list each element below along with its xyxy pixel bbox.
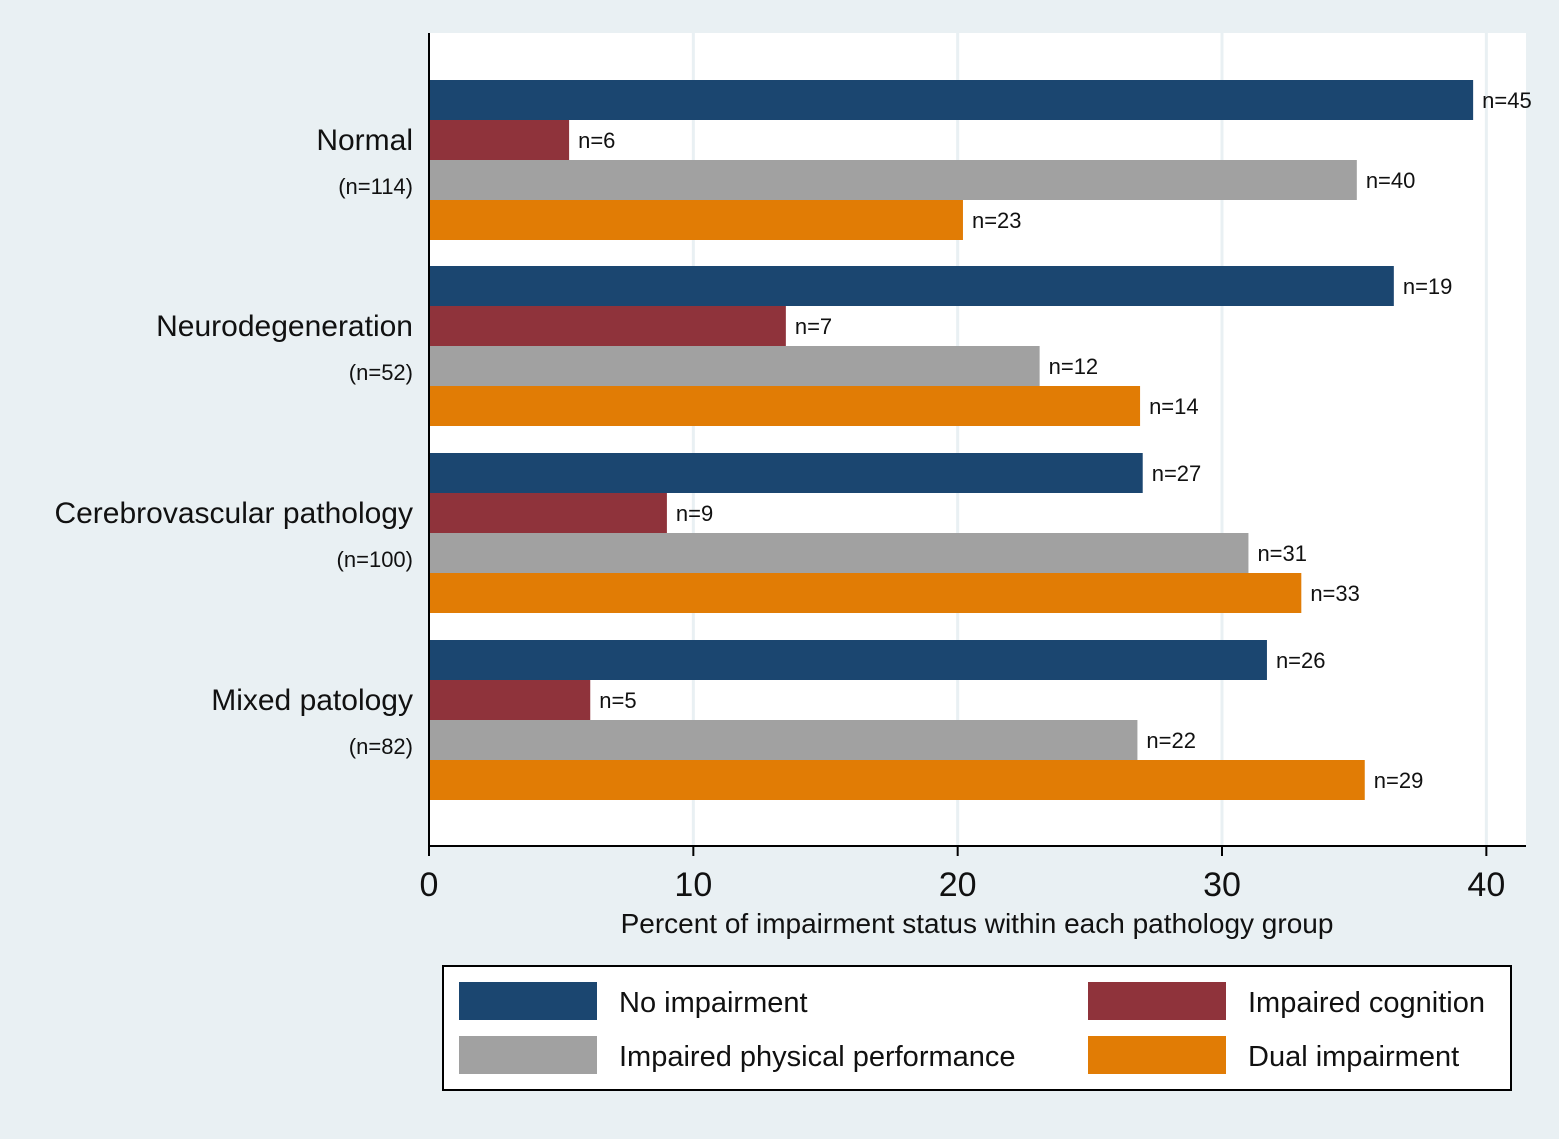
legend-swatch-2 xyxy=(459,1036,597,1074)
legend-swatch-3 xyxy=(1088,1036,1226,1074)
bar-1-0 xyxy=(429,266,1394,306)
legend-swatch-1 xyxy=(1088,982,1226,1020)
bars xyxy=(429,80,1474,800)
group-labels: Normal (n=114) Neurodegeneration (n=52) Cere… xyxy=(54,124,413,759)
bar-1-1 xyxy=(429,306,786,346)
bar-label-1-0: n=19 xyxy=(1403,274,1453,299)
bar-label-0-3: n=23 xyxy=(972,208,1022,233)
bar-label-2-3: n=33 xyxy=(1310,581,1360,606)
group-count-1: (n=52) xyxy=(349,360,413,385)
bar-label-2-0: n=27 xyxy=(1152,461,1202,486)
bar-label-0-1: n=6 xyxy=(578,128,615,153)
bar-label-0-2: n=40 xyxy=(1366,168,1416,193)
bar-label-2-1: n=9 xyxy=(676,501,713,526)
bar-0-2 xyxy=(429,160,1357,200)
bar-2-0 xyxy=(429,453,1143,493)
bar-label-2-2: n=31 xyxy=(1257,541,1307,566)
group-label-2: Cerebrovascular pathology xyxy=(54,497,413,530)
bar-label-0-0: n=45 xyxy=(1482,88,1532,113)
legend-swatch-0 xyxy=(459,982,597,1020)
bar-3-1 xyxy=(429,680,591,720)
bar-2-3 xyxy=(429,573,1302,613)
bar-label-1-2: n=12 xyxy=(1049,354,1099,379)
bar-0-0 xyxy=(429,80,1474,120)
group-label-1: Neurodegeneration xyxy=(156,310,413,343)
bar-2-2 xyxy=(429,533,1249,573)
x-axis-title: Percent of impairment status within each… xyxy=(621,908,1334,939)
bar-label-1-3: n=14 xyxy=(1149,394,1199,419)
x-tick-label-0: 0 xyxy=(420,866,439,904)
group-count-0: (n=114) xyxy=(338,174,413,199)
legend-label-0: No impairment xyxy=(619,987,808,1019)
bar-3-0 xyxy=(429,640,1267,680)
x-tick-label-20: 20 xyxy=(939,866,977,904)
legend-label-3: Dual impairment xyxy=(1248,1041,1459,1073)
bar-3-2 xyxy=(429,720,1138,760)
bar-1-2 xyxy=(429,346,1040,386)
bar-2-1 xyxy=(429,493,667,533)
legend-box xyxy=(442,965,1512,1091)
bar-1-3 xyxy=(429,386,1141,426)
group-count-3: (n=82) xyxy=(349,734,413,759)
group-label-0: Normal xyxy=(316,124,413,157)
bar-label-3-1: n=5 xyxy=(599,688,636,713)
bar-label-1-1: n=7 xyxy=(795,314,832,339)
bar-label-3-0: n=26 xyxy=(1276,648,1326,673)
legend: No impairment Impaired cognition Impaired … xyxy=(459,982,1485,1074)
bar-3-3 xyxy=(429,760,1365,800)
bar-0-1 xyxy=(429,120,570,160)
x-tick-label-40: 40 xyxy=(1467,866,1505,904)
legend-label-1: Impaired cognition xyxy=(1248,987,1485,1019)
group-label-3: Mixed patology xyxy=(211,684,413,717)
x-tick-label-10: 10 xyxy=(674,866,712,904)
bar-labels: n=45 n=6 n=40 n=23 n=19 n=7 n=12 n=14 n=27 n=9 n=3… xyxy=(578,88,1532,793)
group-count-2: (n=100) xyxy=(337,547,413,572)
bar-label-3-2: n=22 xyxy=(1146,728,1196,753)
bar-label-3-3: n=29 xyxy=(1374,768,1424,793)
bar-0-3 xyxy=(429,200,963,240)
x-ticks: 0 10 20 30 40 xyxy=(420,846,1505,904)
legend-label-2: Impaired physical performance xyxy=(619,1041,1016,1073)
x-tick-label-30: 30 xyxy=(1203,866,1241,904)
